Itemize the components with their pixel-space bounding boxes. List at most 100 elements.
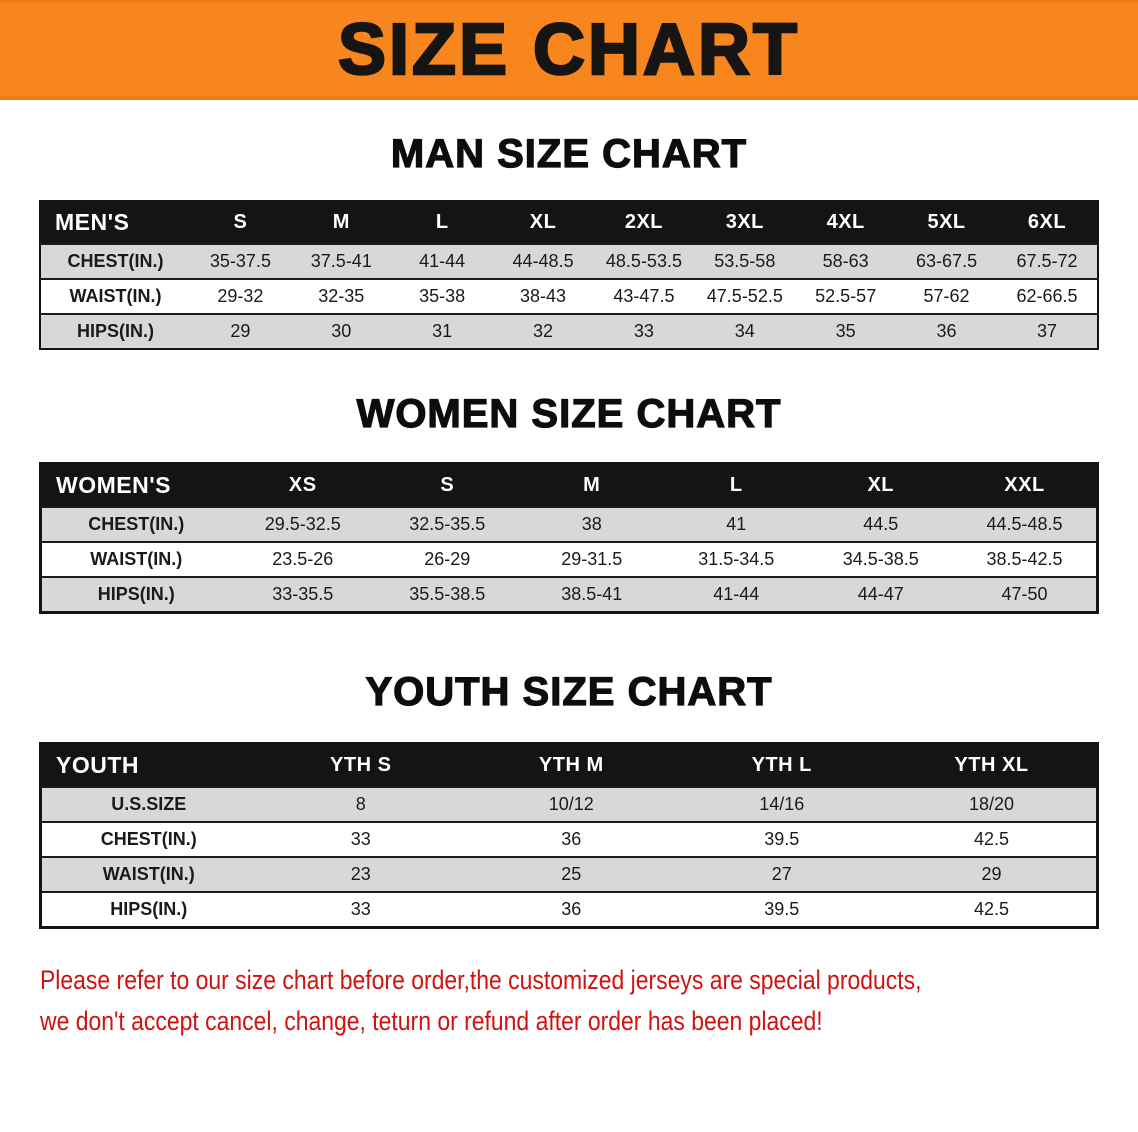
- size-value: 57-62: [896, 278, 997, 314]
- size-value: 41-44: [664, 576, 809, 613]
- size-value: 31.5-34.5: [664, 541, 809, 577]
- size-value: 36: [896, 313, 997, 349]
- size-column-header: YTH M: [466, 743, 677, 787]
- size-charts: MAN SIZE CHART MEN'S S M L XL 2XL 3XL 4XL 5XL 6XL…: [0, 131, 1138, 929]
- size-value: 32: [492, 313, 594, 349]
- disclaimer-line-1: Please refer to our size chart before or…: [40, 965, 922, 995]
- men-size-table: MEN'S S M L XL 2XL 3XL 4XL 5XL 6XL CHEST(IN.) 35-37…: [39, 200, 1099, 350]
- row-label: WAIST(IN.): [40, 541, 231, 577]
- women-size-table: WOMEN'S XS S M L XL XXL CHEST(IN.) 29.5-32.5 32.5…: [39, 462, 1099, 614]
- size-column-header: S: [190, 201, 291, 244]
- size-value: 52.5-57: [795, 278, 897, 314]
- size-value: 31: [391, 313, 493, 349]
- header-row: YOUTH YTH S YTH M YTH L YTH XL: [40, 743, 1098, 787]
- men-section-heading: MAN SIZE CHART: [390, 131, 748, 176]
- size-column-header: XL: [492, 201, 594, 244]
- size-value: 26-29: [375, 541, 520, 577]
- row-label: HIPS(IN.): [40, 891, 256, 928]
- size-column-header: L: [391, 201, 493, 244]
- row-label: CHEST(IN.): [40, 506, 231, 542]
- size-value: 38-43: [492, 278, 594, 314]
- size-column-header: YTH S: [255, 743, 466, 787]
- table-row: HIPS(IN.) 29 30 31 32 33 34 35 36 37: [40, 313, 1098, 349]
- size-value: 25: [466, 856, 677, 892]
- size-value: 41: [664, 506, 809, 542]
- size-column-header: XS: [230, 463, 375, 507]
- size-value: 30: [290, 313, 392, 349]
- size-value: 58-63: [795, 243, 897, 279]
- size-column-header: XXL: [953, 463, 1098, 507]
- size-value: 10/12: [466, 786, 677, 822]
- size-value: 53.5-58: [694, 243, 796, 279]
- size-column-header: S: [375, 463, 520, 507]
- size-value: 42.5: [887, 821, 1098, 857]
- size-value: 44-48.5: [492, 243, 594, 279]
- men-section: MAN SIZE CHART MEN'S S M L XL 2XL 3XL 4XL 5XL 6XL…: [0, 131, 1138, 350]
- size-value: 62-66.5: [997, 278, 1098, 314]
- size-value: 27: [676, 856, 887, 892]
- size-value: 67.5-72: [997, 243, 1098, 279]
- row-label: U.S.SIZE: [40, 786, 256, 822]
- size-value: 47-50: [953, 576, 1098, 613]
- table-row: CHEST(IN.) 35-37.5 37.5-41 41-44 44-48.5 48.5…: [40, 243, 1098, 279]
- size-value: 29: [190, 313, 291, 349]
- size-value: 37: [997, 313, 1098, 349]
- size-value: 8: [255, 786, 466, 822]
- table-row: CHEST(IN.) 29.5-32.5 32.5-35.5 38 41 44.5 44.5…: [40, 506, 1098, 542]
- size-value: 33-35.5: [230, 576, 375, 613]
- size-value: 38.5-42.5: [953, 541, 1098, 577]
- size-column-header: M: [290, 201, 392, 244]
- size-value: 42.5: [887, 891, 1098, 928]
- size-value: 48.5-53.5: [593, 243, 695, 279]
- size-value: 37.5-41: [290, 243, 392, 279]
- size-value: 39.5: [676, 891, 887, 928]
- header-row: WOMEN'S XS S M L XL XXL: [40, 463, 1098, 507]
- size-value: 14/16: [676, 786, 887, 822]
- women-section: WOMEN SIZE CHART WOMEN'S XS S M L XL XXL CHEST(…: [0, 391, 1138, 614]
- banner: SIZE CHART: [0, 0, 1138, 100]
- size-column-header: L: [664, 463, 809, 507]
- size-value: 35-37.5: [190, 243, 291, 279]
- size-value: 34: [694, 313, 796, 349]
- size-value: 32-35: [290, 278, 392, 314]
- size-value: 35: [795, 313, 897, 349]
- size-value: 44.5: [808, 506, 953, 542]
- size-value: 44-47: [808, 576, 953, 613]
- size-value: 34.5-38.5: [808, 541, 953, 577]
- row-label: WAIST(IN.): [40, 278, 190, 314]
- row-label: WAIST(IN.): [40, 856, 256, 892]
- table-row: U.S.SIZE 8 10/12 14/16 18/20: [40, 786, 1098, 822]
- table-row: WAIST(IN.) 23.5-26 26-29 29-31.5 31.5-34.5 34…: [40, 541, 1098, 577]
- disclaimer: Please refer to our size chart before or…: [40, 963, 1138, 1039]
- size-column-header: YTH L: [676, 743, 887, 787]
- size-value: 33: [255, 891, 466, 928]
- page-title: SIZE CHART: [337, 9, 800, 90]
- size-value: 32.5-35.5: [375, 506, 520, 542]
- size-value: 39.5: [676, 821, 887, 857]
- women-section-heading: WOMEN SIZE CHART: [356, 391, 782, 436]
- size-value: 29: [887, 856, 1098, 892]
- size-column-header: 6XL: [997, 201, 1098, 244]
- table-row: CHEST(IN.) 33 36 39.5 42.5: [40, 821, 1098, 857]
- size-value: 44.5-48.5: [953, 506, 1098, 542]
- youth-section: YOUTH SIZE CHART YOUTH YTH S YTH M YTH L YTH…: [0, 669, 1138, 929]
- size-column-header: 3XL: [694, 201, 796, 244]
- size-value: 23: [255, 856, 466, 892]
- size-column-header: M: [519, 463, 664, 507]
- size-value: 38.5-41: [519, 576, 664, 613]
- size-column-header: YTH XL: [887, 743, 1098, 787]
- size-value: 63-67.5: [896, 243, 997, 279]
- table-row: WAIST(IN.) 29-32 32-35 35-38 38-43 43-47.5 47.…: [40, 278, 1098, 314]
- size-value: 41-44: [391, 243, 493, 279]
- size-column-header: 4XL: [795, 201, 897, 244]
- size-column-header: XL: [808, 463, 953, 507]
- size-value: 35-38: [391, 278, 493, 314]
- table-row: HIPS(IN.) 33-35.5 35.5-38.5 38.5-41 41-44 44-…: [40, 576, 1098, 613]
- row-label: HIPS(IN.): [40, 313, 190, 349]
- table-corner-label: MEN'S: [40, 201, 190, 244]
- size-value: 43-47.5: [593, 278, 695, 314]
- table-corner-label: WOMEN'S: [40, 463, 231, 507]
- size-column-header: 5XL: [896, 201, 997, 244]
- youth-section-heading: YOUTH SIZE CHART: [365, 669, 773, 714]
